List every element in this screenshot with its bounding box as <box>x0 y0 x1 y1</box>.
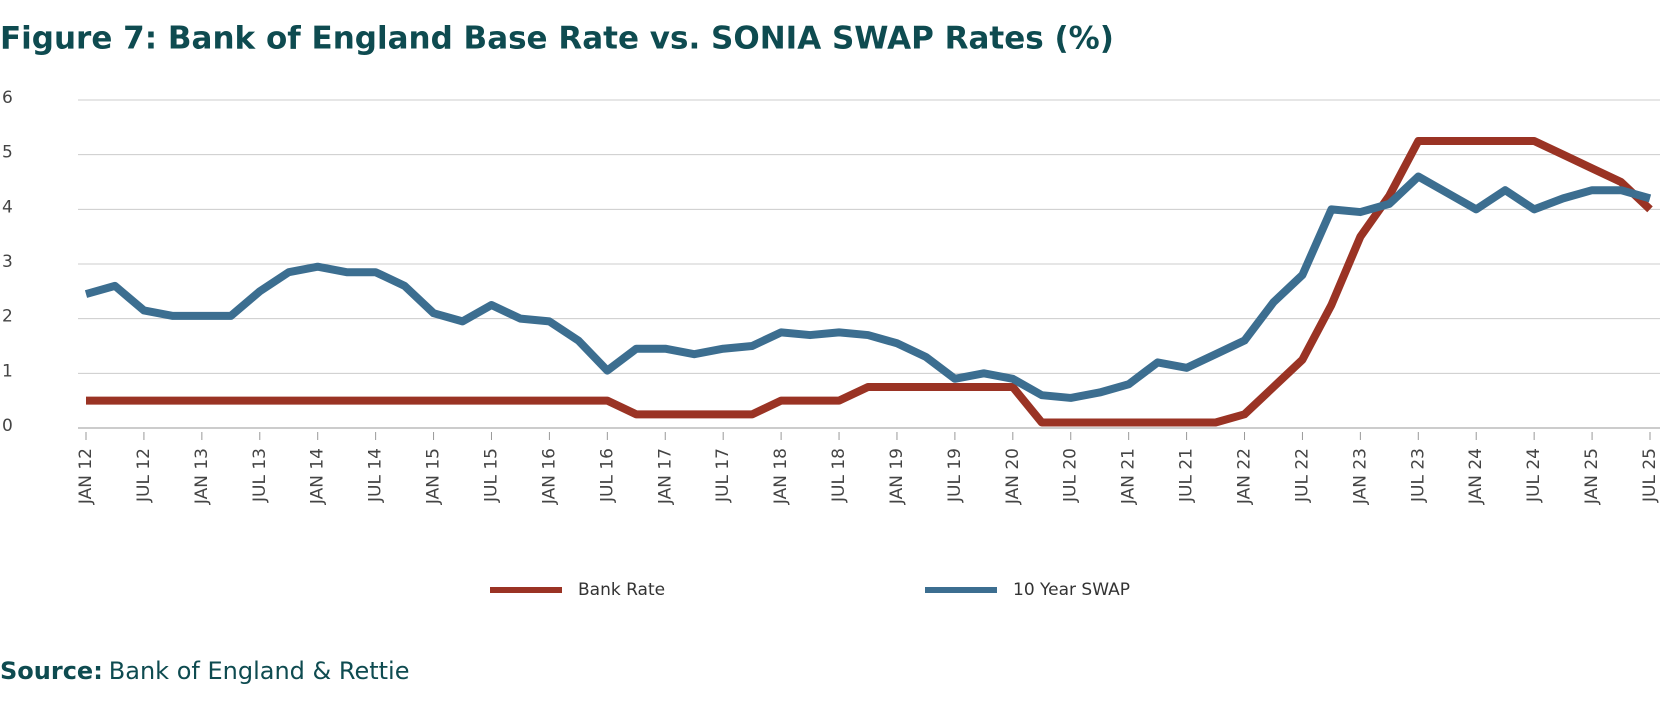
x-tick-label: JUL 13 <box>250 448 270 503</box>
x-tick-label: JUL 14 <box>366 448 386 503</box>
y-tick-label: 2 <box>2 307 13 327</box>
x-tick-label: JUL 18 <box>829 448 849 503</box>
x-tick-label: JUL 25 <box>1640 448 1660 503</box>
x-tick-label: JUL 20 <box>1061 448 1081 503</box>
x-tick-label: JAN 13 <box>192 448 212 505</box>
x-tick-label: JUL 17 <box>713 448 733 503</box>
x-tick-label: JUL 24 <box>1524 448 1544 503</box>
x-tick-label: JUL 21 <box>1177 448 1197 503</box>
y-tick-label: 3 <box>2 252 13 272</box>
chart-title: Figure 7: Bank of England Base Rate vs. … <box>0 21 1114 57</box>
x-tick-label: JAN 12 <box>76 448 96 505</box>
y-tick-label: 1 <box>2 361 13 381</box>
x-tick-label: JUL 23 <box>1408 448 1428 503</box>
x-tick-label: JAN 14 <box>308 448 328 505</box>
x-tick-label: JAN 22 <box>1235 448 1255 505</box>
source: Source: Bank of England & Rettie <box>0 657 410 685</box>
x-tick-label: JAN 21 <box>1119 448 1139 505</box>
x-tick-label: JAN 19 <box>887 448 907 505</box>
y-tick-label: 0 <box>2 416 13 436</box>
x-tick-label: JAN 18 <box>771 448 791 505</box>
x-tick-label: JAN 25 <box>1582 448 1602 505</box>
x-tick-label: JUL 16 <box>597 448 617 503</box>
x-tick-label: JUL 19 <box>945 448 965 503</box>
legend-label: Bank Rate <box>578 580 665 600</box>
x-tick-label: JAN 20 <box>1003 448 1023 505</box>
source-label: Source: <box>0 657 103 685</box>
x-tick-label: JAN 17 <box>655 448 675 505</box>
series-line <box>84 172 1652 402</box>
x-tick-label: JUL 12 <box>134 448 154 503</box>
y-tick-label: 6 <box>2 88 13 108</box>
y-tick-label: 4 <box>2 197 13 217</box>
x-tick-label: JAN 16 <box>539 448 559 505</box>
x-tick-label: JUL 22 <box>1292 448 1312 503</box>
source-text: Bank of England & Rettie <box>109 657 410 685</box>
y-tick-label: 5 <box>2 143 13 163</box>
x-tick-label: JAN 15 <box>424 448 444 505</box>
x-tick-label: JAN 23 <box>1350 448 1370 505</box>
x-tick-label: JAN 24 <box>1466 448 1486 505</box>
series-line <box>86 137 1653 427</box>
legend-label: 10 Year SWAP <box>1013 580 1130 600</box>
x-tick-label: JUL 15 <box>481 448 501 503</box>
